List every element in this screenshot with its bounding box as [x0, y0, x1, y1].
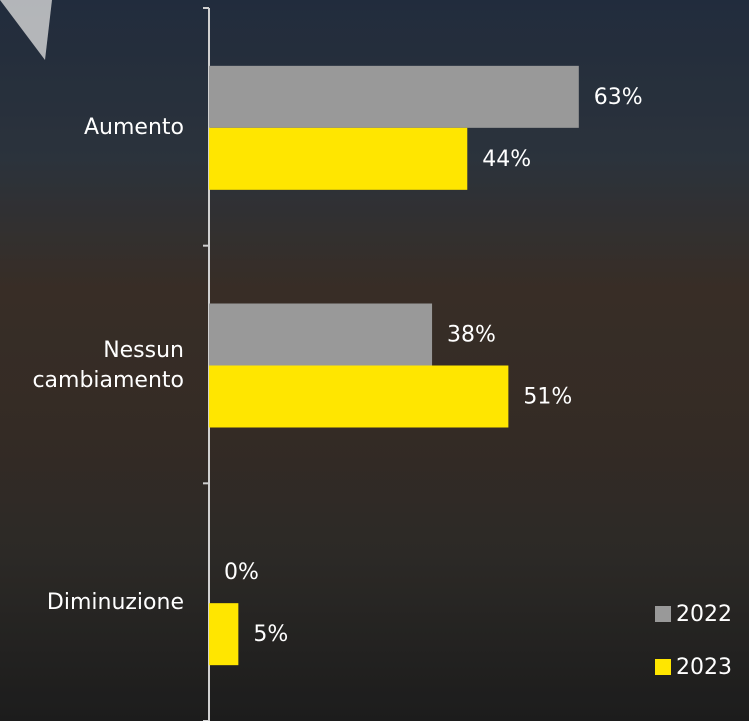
value-label: 0% [224, 560, 259, 585]
legend-label: 2022 [676, 602, 732, 627]
category-label: Diminuzione [46, 590, 184, 616]
legend-label: 2023 [676, 655, 732, 680]
bar [209, 365, 509, 428]
legend-swatch [655, 606, 671, 622]
value-label: 63% [594, 85, 643, 110]
legend-swatch [655, 659, 671, 675]
value-label: 38% [447, 323, 496, 348]
callout-pointer [0, 0, 52, 60]
category-label: Nessun cambiamento [32, 337, 184, 393]
bar [209, 65, 579, 128]
value-label: 51% [523, 385, 572, 410]
bar [209, 603, 239, 666]
bar [209, 127, 468, 190]
value-label: 5% [253, 622, 288, 647]
category-label: Aumento [84, 114, 184, 140]
bar [209, 303, 433, 366]
value-label: 44% [482, 147, 531, 172]
